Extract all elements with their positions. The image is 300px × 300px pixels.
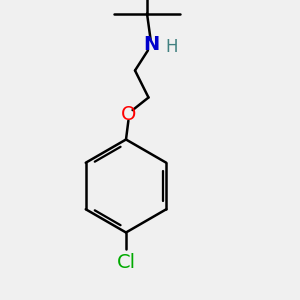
Text: H: H — [166, 38, 178, 56]
Text: O: O — [121, 104, 137, 124]
Text: Cl: Cl — [116, 254, 136, 272]
Text: N: N — [143, 35, 160, 55]
